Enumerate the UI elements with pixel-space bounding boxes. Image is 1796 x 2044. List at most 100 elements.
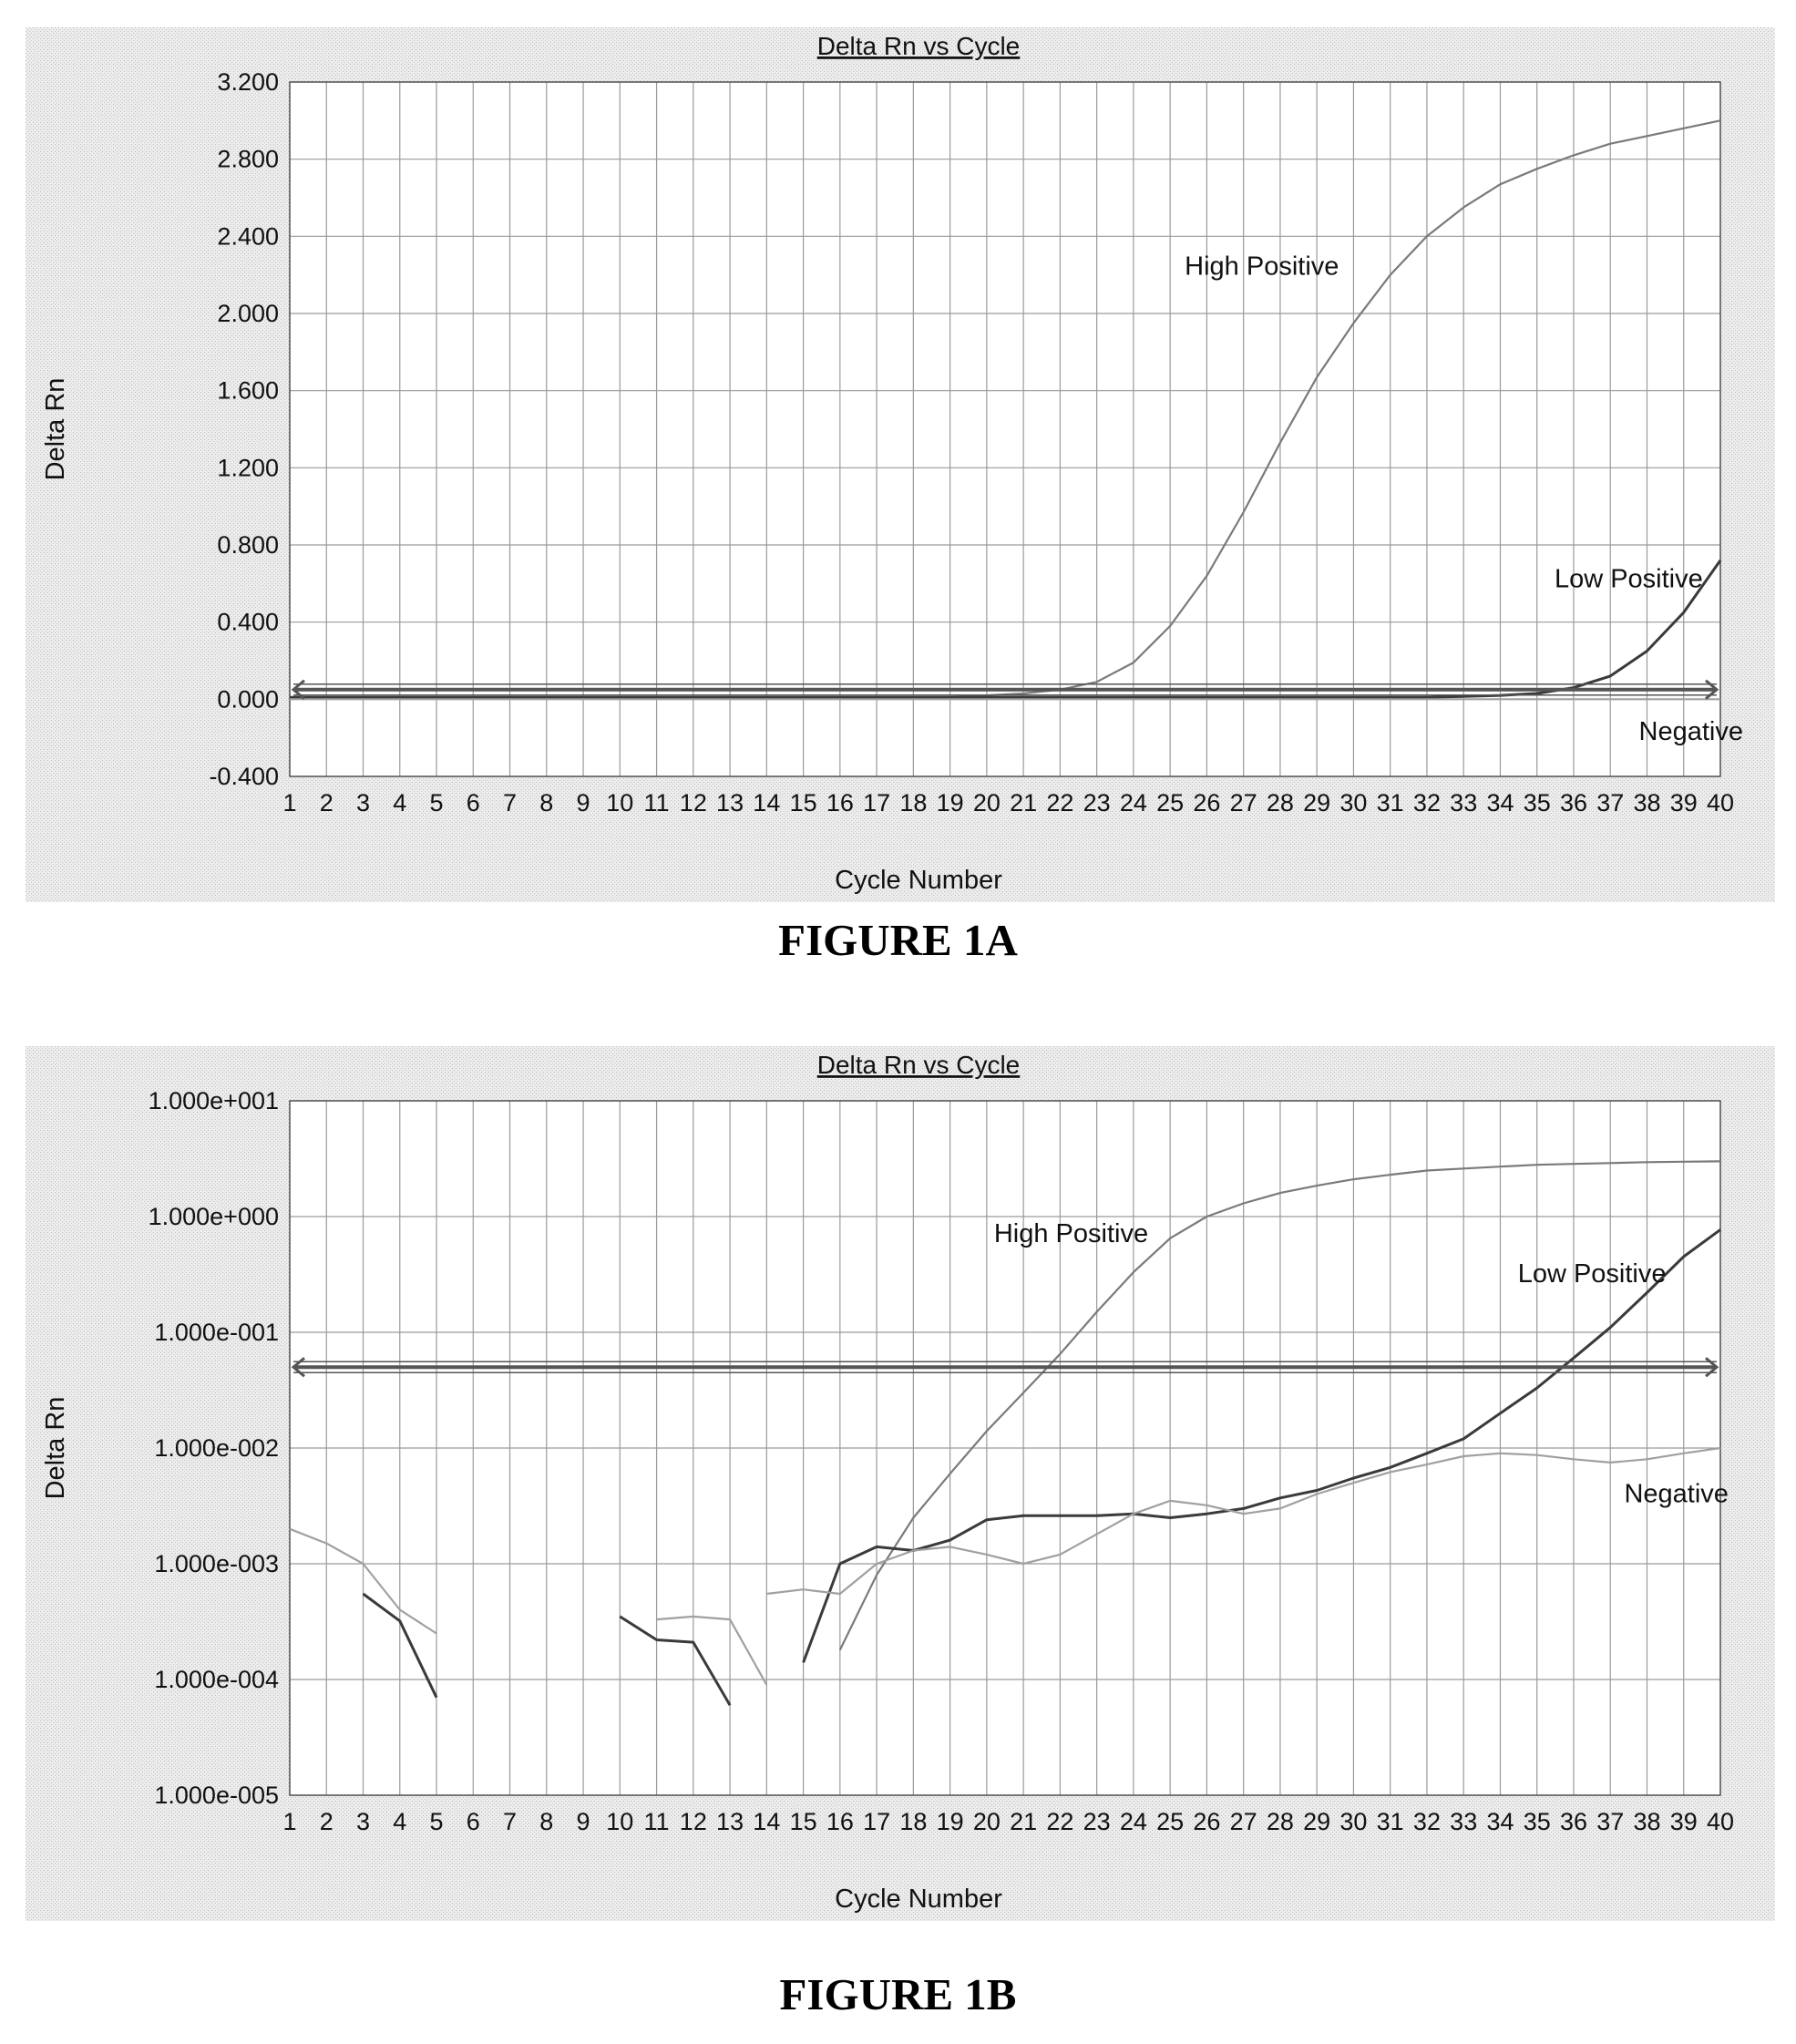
- threshold-arrow-right-icon: [1705, 679, 1719, 700]
- figure-1a-caption: FIGURE 1A: [778, 915, 1018, 965]
- x-tick-label: 26: [1193, 1808, 1220, 1835]
- x-tick-label: 34: [1486, 1808, 1514, 1835]
- x-tick-label: 12: [680, 1808, 707, 1835]
- x-tick-label: 10: [606, 1808, 633, 1835]
- fig1a-plot-area: [290, 82, 1720, 776]
- x-tick-label: 29: [1303, 1808, 1330, 1835]
- x-tick-label: 13: [716, 789, 744, 817]
- x-tick-label: 7: [503, 789, 517, 817]
- fig1b-series-lines: [289, 1160, 1721, 1706]
- x-tick-label: 5: [430, 789, 444, 817]
- x-tick-label: 11: [644, 1808, 670, 1835]
- x-tick-label: 3: [356, 1808, 370, 1835]
- x-tick-label: 6: [467, 1808, 480, 1835]
- x-tick-label: 39: [1670, 789, 1698, 817]
- x-tick-label: 5: [430, 1808, 444, 1835]
- x-tick-label: 20: [973, 789, 1001, 817]
- x-tick-label: 19: [937, 789, 964, 817]
- x-tick-label: 10: [606, 789, 633, 817]
- y-tick-label: 3.200: [217, 68, 279, 96]
- x-tick-label: 37: [1596, 789, 1624, 817]
- x-tick-label: 14: [753, 789, 780, 817]
- x-tick-label: 29: [1303, 789, 1330, 817]
- fig1a-y-axis-label: Delta Rn: [41, 378, 70, 481]
- x-tick-label: 27: [1230, 789, 1257, 817]
- x-tick-label: 15: [790, 1808, 817, 1835]
- x-tick-label: 17: [863, 1808, 890, 1835]
- fig1b-chart-title: Delta Rn vs Cycle: [817, 1051, 1021, 1079]
- x-tick-label: 24: [1120, 1808, 1147, 1835]
- low-positive-series-line: [619, 1615, 732, 1706]
- y-tick-label: 1.000e-002: [154, 1434, 279, 1462]
- x-tick-label: 40: [1707, 1808, 1734, 1835]
- x-tick-label: 28: [1267, 1808, 1294, 1835]
- x-tick-label: 30: [1339, 789, 1367, 817]
- x-tick-label: 13: [716, 1808, 744, 1835]
- fig1a-x-axis-label: Cycle Number: [835, 866, 1002, 895]
- x-tick-label: 8: [539, 1808, 553, 1835]
- fig1a-y-tick-labels: 3.200 2.800 2.400 2.000 1.600 1.200 0.800 0.400…: [209, 68, 279, 790]
- x-tick-label: 9: [577, 789, 590, 817]
- y-tick-label: 1.000e-005: [154, 1782, 279, 1809]
- negative-series-line: [656, 1615, 768, 1686]
- fig1a-annotations: High Positive Low Positive Negative: [1185, 252, 1743, 746]
- threshold-arrow-left-icon: [291, 1357, 305, 1378]
- figure-1b-chart: 1.000e+001 1.000e+000 1.000e-001 1.000e-002…: [26, 1046, 1775, 1921]
- x-tick-label: 31: [1377, 1808, 1404, 1835]
- negative-series-line: [766, 1446, 1721, 1596]
- x-tick-label: 35: [1524, 789, 1551, 817]
- x-tick-label: 36: [1560, 789, 1587, 817]
- y-tick-label: 2.400: [217, 222, 279, 250]
- fig1b-threshold: [291, 1357, 1719, 1378]
- x-tick-label: 24: [1120, 789, 1147, 817]
- x-tick-label: 39: [1670, 1808, 1698, 1835]
- x-tick-label: 11: [644, 789, 670, 817]
- negative-series-line: [289, 1527, 437, 1635]
- figure-1b-caption: FIGURE 1B: [779, 1969, 1017, 2019]
- x-tick-label: 16: [826, 789, 854, 817]
- x-tick-label: 21: [1010, 789, 1037, 817]
- threshold-arrow-right-icon: [1705, 1357, 1719, 1378]
- y-tick-label: 1.000e+001: [149, 1087, 279, 1114]
- y-tick-label: -0.400: [209, 763, 279, 790]
- fig1b-y-tick-labels: 1.000e+001 1.000e+000 1.000e-001 1.000e-002…: [149, 1087, 279, 1809]
- series-annotation: High Positive: [994, 1219, 1148, 1248]
- x-tick-label: 25: [1156, 789, 1184, 817]
- x-tick-label: 26: [1193, 789, 1220, 817]
- figure-1b-panel: 1.000e+001 1.000e+000 1.000e-001 1.000e-002…: [0, 1046, 1796, 1926]
- x-tick-label: 27: [1230, 1808, 1257, 1835]
- y-tick-label: 2.800: [217, 146, 279, 173]
- x-tick-label: 36: [1560, 1808, 1587, 1835]
- x-tick-label: 9: [577, 1808, 590, 1835]
- x-tick-label: 12: [680, 789, 707, 817]
- fig1a-chart-title: Delta Rn vs Cycle: [817, 32, 1021, 60]
- fig1b-annotations: High Positive Low Positive Negative: [994, 1219, 1729, 1508]
- x-tick-label: 23: [1083, 789, 1111, 817]
- figure-1a-chart: 3.200 2.800 2.400 2.000 1.600 1.200 0.800 0.400…: [26, 27, 1775, 902]
- y-tick-label: 0.800: [217, 531, 279, 559]
- x-tick-label: 8: [539, 789, 553, 817]
- x-tick-label: 37: [1596, 1808, 1624, 1835]
- low-positive-series-line: [362, 1592, 438, 1699]
- x-tick-label: 16: [826, 1808, 854, 1835]
- low-positive-series-line: [290, 560, 1722, 699]
- x-tick-label: 31: [1377, 789, 1404, 817]
- low-positive-series-line: [802, 1228, 1721, 1663]
- fig1a-threshold: [291, 679, 1719, 700]
- fig1b-x-axis-label: Cycle Number: [835, 1885, 1002, 1914]
- x-tick-label: 32: [1413, 1808, 1441, 1835]
- y-tick-label: 0.400: [217, 609, 279, 636]
- y-tick-label: 0.000: [217, 685, 279, 713]
- x-tick-label: 22: [1046, 789, 1073, 817]
- x-tick-label: 32: [1413, 789, 1441, 817]
- x-tick-label: 21: [1010, 1808, 1037, 1835]
- high-positive-series-line: [838, 1160, 1721, 1651]
- x-tick-label: 33: [1450, 1808, 1477, 1835]
- x-tick-label: 33: [1450, 789, 1477, 817]
- x-tick-label: 7: [503, 1808, 517, 1835]
- x-tick-label: 40: [1707, 789, 1734, 817]
- x-tick-label: 35: [1524, 1808, 1551, 1835]
- fig1a-x-tick-labels: 1 2 3 4 5 6 7 8 9 10 11 12 13 14 15 16 17 18 19 20 21 22 23 24 2…: [282, 789, 1734, 817]
- x-tick-label: 4: [393, 1808, 406, 1835]
- y-tick-label: 2.000: [217, 300, 279, 327]
